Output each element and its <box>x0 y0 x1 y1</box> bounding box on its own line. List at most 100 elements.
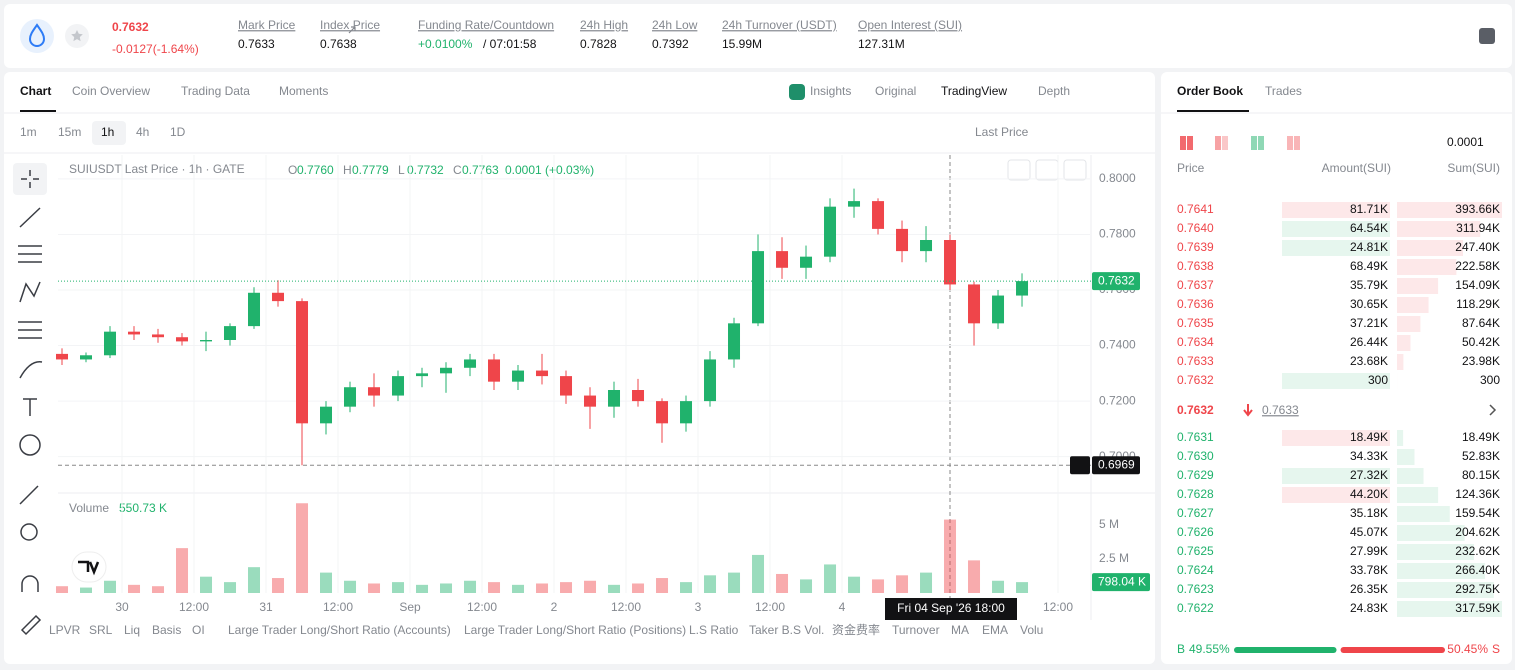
candle-body <box>296 301 309 424</box>
trade-highlight <box>1282 430 1390 446</box>
tool-text[interactable] <box>23 398 37 416</box>
legend-key: C <box>453 163 462 177</box>
indicator[interactable]: Volu <box>1020 623 1043 637</box>
stat-label: 24h High <box>580 18 628 32</box>
tool-crosshair[interactable] <box>21 170 39 188</box>
book-view-asks[interactable] <box>1287 136 1300 150</box>
book-sum: 50.42K <box>1462 335 1500 349</box>
indicator[interactable]: Basis <box>152 623 181 637</box>
indicator[interactable]: Liq <box>124 623 140 637</box>
crosshair-add-button[interactable] <box>1070 456 1090 475</box>
candle-body <box>680 401 693 424</box>
buy-ratio: 49.55% <box>1189 642 1230 656</box>
indicator[interactable]: Turnover <box>892 623 940 637</box>
interval[interactable]: 1h <box>101 125 114 139</box>
indicator[interactable]: EMA <box>982 623 1008 637</box>
book-price: 0.7633 <box>1177 354 1214 368</box>
book-view-icon[interactable] <box>1215 136 1221 150</box>
tv-logo-mark <box>78 560 100 576</box>
interval[interactable]: 4h <box>136 125 149 139</box>
book-sum: 317.59K <box>1455 601 1500 615</box>
view-tab[interactable]: TradingView <box>941 84 1007 98</box>
y-tick-label: 0.8000 <box>1099 171 1136 185</box>
interval[interactable]: 15m <box>58 125 81 139</box>
tool-brush[interactable] <box>19 361 43 379</box>
legend-value: 0.7779 <box>352 163 389 177</box>
chart-tab[interactable]: Chart <box>20 84 51 98</box>
volume-bar <box>128 584 141 593</box>
book-sum: 52.83K <box>1462 449 1500 463</box>
interval[interactable]: 1D <box>170 125 186 139</box>
tool-pencil[interactable] <box>20 614 42 636</box>
depth-bar <box>1397 316 1421 332</box>
header-menu[interactable] <box>1479 28 1495 44</box>
stat-value: 0.7633 <box>238 37 275 51</box>
volume-bar <box>248 567 261 593</box>
interval-active-bg <box>92 121 126 145</box>
sell-ratio: 50.45% <box>1447 642 1488 656</box>
mid-price: 0.7632 <box>1177 403 1214 417</box>
book-price: 0.7634 <box>1177 335 1214 349</box>
indicator[interactable]: MA <box>951 623 969 637</box>
candle-body <box>272 292 285 302</box>
tool-emoji[interactable] <box>19 434 41 456</box>
indicator[interactable]: Large Trader Long/Short Ratio (Positions… <box>464 623 686 637</box>
view-tab[interactable]: Depth <box>1038 84 1070 98</box>
book-tab[interactable]: Trades <box>1265 84 1302 98</box>
mid-chevron[interactable] <box>1489 404 1497 416</box>
precision[interactable]: 0.0001 <box>1447 135 1484 149</box>
candle-body <box>800 256 813 268</box>
x-tick-label: 12:00 <box>323 600 353 614</box>
tool-ruler[interactable] <box>19 485 39 505</box>
book-tab[interactable]: Order Book <box>1177 84 1243 98</box>
book-amount: 64.54K <box>1350 221 1388 235</box>
indicator[interactable]: LPVR <box>49 623 81 637</box>
price-change: -0.0127(-1.64%) <box>112 42 199 56</box>
tool-zoom[interactable] <box>20 523 38 541</box>
view-tab[interactable]: Insights <box>810 84 851 98</box>
collapse-button[interactable] <box>1035 159 1059 181</box>
book-sum: 154.09K <box>1455 278 1500 292</box>
tool-pattern[interactable] <box>19 281 41 303</box>
chart-tab[interactable]: Trading Data <box>181 84 250 98</box>
stat-value: 0.7392 <box>652 37 689 51</box>
depth-bar <box>1397 354 1404 370</box>
tool-magnet[interactable] <box>21 575 39 592</box>
indicator[interactable]: 资金费率 <box>832 622 880 637</box>
book-view-both[interactable] <box>1180 136 1193 150</box>
depth-bar <box>1397 259 1457 275</box>
chart-tab[interactable]: Moments <box>279 84 328 98</box>
book-amount: 26.35K <box>1350 582 1388 596</box>
tool-fib[interactable] <box>18 245 42 263</box>
indicator[interactable]: Taker B.S Vol. <box>749 623 824 637</box>
volume-bar <box>176 548 189 593</box>
book-price: 0.7628 <box>1177 487 1214 501</box>
indicator[interactable]: SRL <box>89 623 113 637</box>
candle-body <box>368 387 381 396</box>
volume-bar <box>464 580 477 593</box>
stat-label: Open Interest (SUI) <box>858 18 962 32</box>
indicator[interactable]: L.S Ratio <box>689 623 739 637</box>
x-tick-label: 12:00 <box>179 600 209 614</box>
interval[interactable]: 1m <box>20 125 37 139</box>
chart-tab[interactable]: Coin Overview <box>72 84 150 98</box>
volume-tag <box>1092 573 1150 592</box>
book-sum: 23.98K <box>1462 354 1500 368</box>
indicator[interactable]: OI <box>192 623 205 637</box>
indicator[interactable]: Large Trader Long/Short Ratio (Accounts) <box>228 623 451 637</box>
volume-bar <box>200 576 213 593</box>
book-amount: 68.49K <box>1350 259 1388 273</box>
book-sum: 118.29K <box>1456 297 1500 311</box>
reset-button[interactable] <box>1063 159 1087 181</box>
price-type[interactable]: Last Price <box>975 125 1029 139</box>
tool-trendline[interactable] <box>19 207 41 228</box>
stat-label: Mark Price <box>238 18 296 32</box>
book-sum: 204.62K <box>1455 525 1500 539</box>
scroll-down-button[interactable] <box>1007 159 1031 181</box>
candle-body <box>632 390 645 402</box>
book-sum: 393.66K <box>1455 202 1500 216</box>
book-view-bids[interactable] <box>1251 136 1264 150</box>
tool-projection[interactable] <box>18 321 42 339</box>
view-tab[interactable]: Original <box>875 84 916 98</box>
